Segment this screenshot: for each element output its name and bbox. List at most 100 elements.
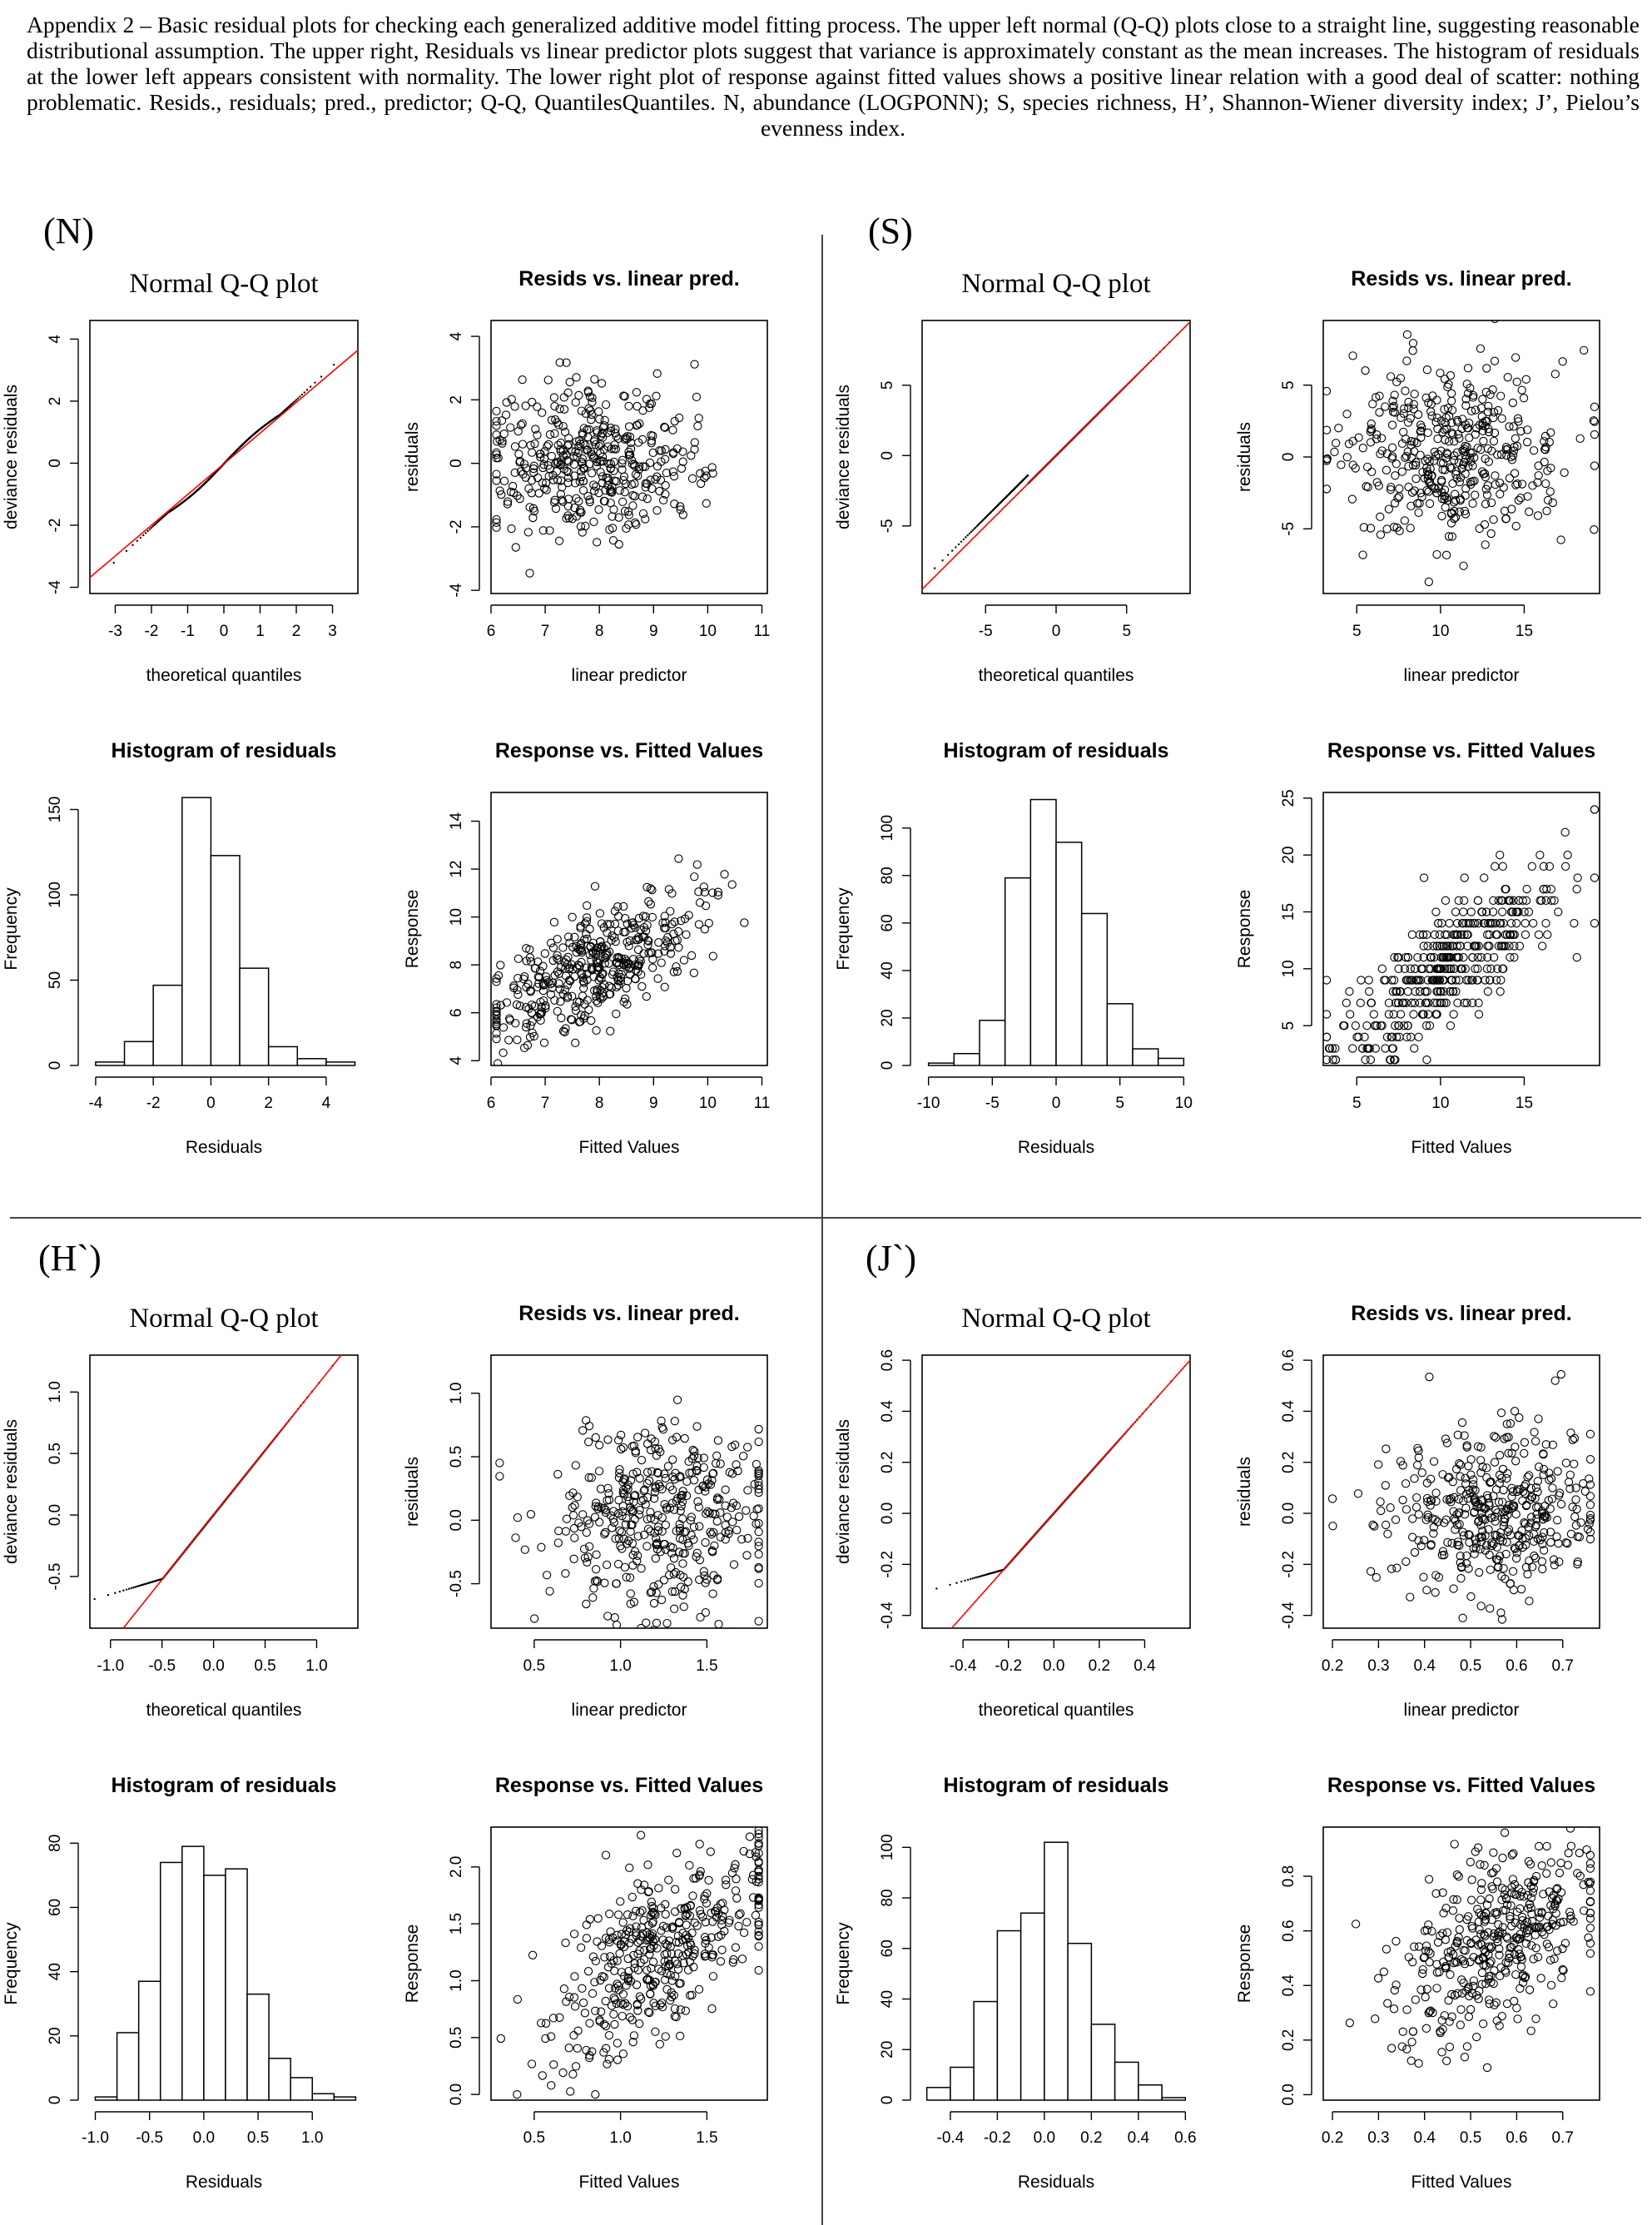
scatter-point: [1408, 346, 1417, 355]
y-tick-label: 100: [47, 882, 64, 908]
scatter-point: [1560, 468, 1569, 477]
scatter-point: [576, 921, 585, 931]
scatter-point: [634, 913, 644, 923]
plot-marks: [1327, 1369, 1595, 1624]
scatter-point: [681, 2006, 690, 2015]
scatter-point: [499, 476, 509, 485]
scatter-point: [1456, 1552, 1465, 1561]
y-tick-label: 40: [879, 961, 896, 979]
scatter-point: [1539, 1546, 1549, 1555]
scatter-point: [633, 420, 642, 430]
scatter-point: [1496, 976, 1506, 985]
scatter-point: [1374, 1460, 1383, 1469]
x-axis-label: theoretical quantiles: [146, 666, 302, 685]
scatter-point: [1371, 1044, 1380, 1053]
scatter-point: [716, 1459, 725, 1468]
y-tick-label: -0.2: [1280, 1551, 1297, 1578]
scatter-point: [634, 935, 644, 944]
scatter-point: [1429, 483, 1439, 492]
scatter-point: [1389, 522, 1399, 532]
y-axis: -0.4-0.20.00.20.40.6: [879, 1349, 911, 1629]
scatter-point: [1323, 1010, 1332, 1019]
scatter-point: [615, 486, 624, 495]
scatter-point: [1539, 1470, 1548, 1479]
scatter-point: [1525, 1597, 1534, 1606]
scatter-point: [1533, 1534, 1542, 1543]
scatter-point: [1422, 1055, 1431, 1065]
y-tick-label: 20: [47, 2027, 64, 2044]
scatter-point: [1423, 428, 1432, 438]
scatter-point: [633, 961, 642, 971]
scatter-point: [642, 395, 652, 404]
scatter-point: [640, 1945, 649, 1955]
scatter-point: [1361, 366, 1370, 375]
histogram-bar: [267, 1045, 299, 1066]
scatter-point: [572, 494, 581, 503]
scatter-point: [607, 486, 616, 496]
scatter-point: [1461, 964, 1470, 973]
scatter-point: [594, 1467, 604, 1476]
scatter-point: [559, 393, 568, 402]
scatter-point: [1402, 330, 1412, 340]
scatter-point: [752, 1877, 761, 1886]
scatter-point: [585, 497, 594, 507]
scatter-point: [1403, 418, 1413, 427]
x-tick-label: -0.4: [950, 1657, 977, 1675]
scatter-point: [678, 1549, 687, 1558]
scatter-point: [1422, 930, 1431, 939]
scatter-point: [1392, 1563, 1401, 1572]
scatter-point: [646, 1513, 656, 1523]
scatter-point: [583, 901, 592, 911]
qq-point: [949, 1583, 951, 1587]
scatter-point: [1436, 987, 1446, 996]
histogram-bar: [311, 2093, 335, 2101]
scatter-point: [722, 1512, 732, 1522]
scatter-point: [556, 438, 566, 448]
scatter-point: [609, 1993, 618, 2003]
scatter-point: [543, 461, 553, 470]
scatter-point: [1456, 1573, 1466, 1583]
scatter-point: [1572, 1504, 1581, 1514]
scatter-point: [642, 1975, 652, 1984]
scatter-point: [536, 997, 545, 1006]
y-axis-label: deviance residuals: [834, 385, 853, 529]
scatter-point: [642, 1468, 652, 1477]
scatter-point: [711, 1509, 720, 1519]
scatter-point: [1511, 1457, 1521, 1466]
scatter-point: [662, 1618, 672, 1628]
x-tick-label: 6: [487, 1095, 496, 1112]
histogram-bar: [973, 2000, 999, 2101]
qq-point: [296, 397, 300, 400]
scatter-point: [1460, 506, 1470, 516]
scatter-point: [599, 2048, 608, 2057]
scatter-point: [1550, 1376, 1560, 1385]
scatter-point: [1413, 953, 1422, 962]
scatter-point: [1432, 941, 1441, 951]
scatter-point: [1447, 1538, 1456, 1548]
scatter-point: [694, 1502, 703, 1512]
scatter-point: [717, 1915, 727, 1925]
scatter-point: [1513, 414, 1523, 423]
scatter-point: [1527, 862, 1536, 871]
scatter-point: [563, 932, 573, 941]
scatter-point: [652, 1539, 662, 1549]
scatter-point: [515, 458, 524, 467]
scatter-point: [1451, 469, 1461, 479]
scatter-point: [526, 987, 535, 996]
x-tick-label: 0.5: [523, 1657, 545, 1675]
scatter-point: [1572, 953, 1581, 962]
x-tick-label: 0.4: [1128, 2129, 1150, 2147]
scatter-point: [613, 926, 623, 936]
scatter-point: [1324, 1044, 1334, 1053]
scatter-point: [573, 452, 582, 461]
scatter-point: [602, 2044, 611, 2053]
scatter-point: [1461, 395, 1471, 404]
scatter-point: [654, 1884, 663, 1893]
x-axis: 0.5 1.0 1.5: [523, 2111, 718, 2147]
scatter-point: [736, 1909, 745, 1919]
histogram-bar: [1114, 2061, 1139, 2101]
scatter-point: [1585, 1492, 1595, 1501]
scatter-point: [652, 506, 662, 515]
scatter-point: [563, 502, 573, 511]
scatter-point: [514, 449, 523, 459]
